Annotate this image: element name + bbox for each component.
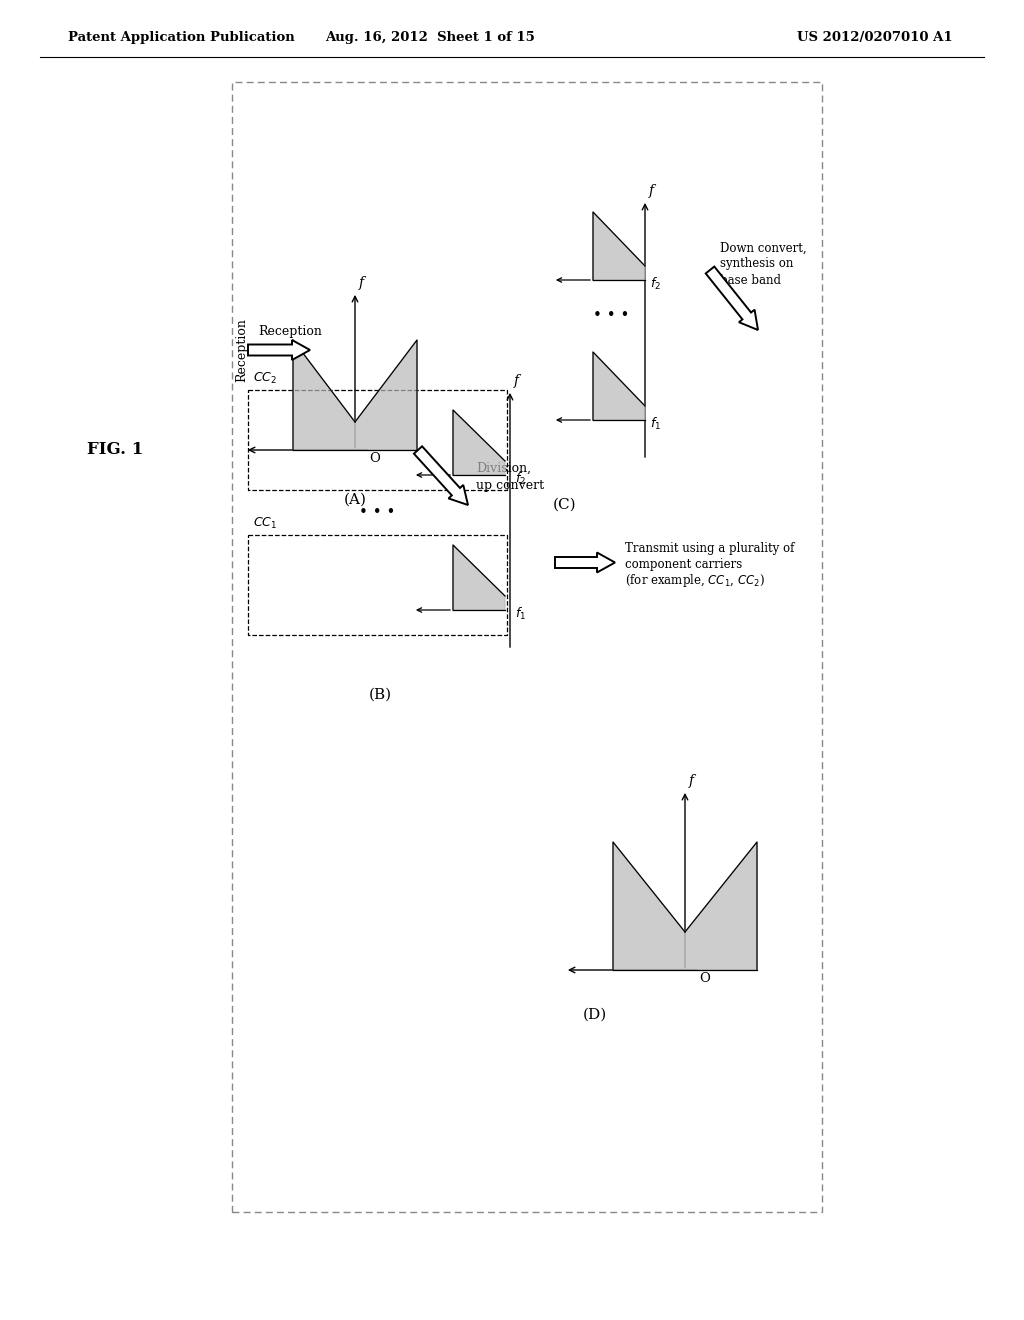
Text: • • •: • • • — [593, 309, 629, 323]
Polygon shape — [706, 267, 758, 330]
Polygon shape — [293, 341, 355, 450]
Text: (for example, $CC_1$, $CC_2$): (for example, $CC_1$, $CC_2$) — [625, 572, 765, 589]
Bar — [232, 82, 822, 1212]
Text: $CC_2$: $CC_2$ — [253, 371, 278, 385]
Text: Aug. 16, 2012  Sheet 1 of 15: Aug. 16, 2012 Sheet 1 of 15 — [325, 32, 535, 45]
Polygon shape — [593, 352, 645, 420]
Text: (C): (C) — [553, 498, 577, 512]
Polygon shape — [248, 341, 310, 360]
Text: up convert: up convert — [476, 479, 544, 491]
Text: (B): (B) — [369, 688, 391, 702]
Polygon shape — [613, 842, 685, 970]
Text: O: O — [699, 972, 711, 985]
Text: f: f — [514, 374, 519, 388]
Text: (D): (D) — [583, 1008, 607, 1022]
Text: US 2012/0207010 A1: US 2012/0207010 A1 — [798, 32, 952, 45]
Text: $f_2$: $f_2$ — [650, 276, 662, 292]
Text: component carriers: component carriers — [625, 558, 742, 572]
Text: Down convert,: Down convert, — [720, 242, 807, 255]
Text: (A): (A) — [343, 492, 367, 507]
Polygon shape — [453, 545, 505, 610]
Text: O: O — [370, 451, 381, 465]
Text: f: f — [649, 183, 654, 198]
Text: Patent Application Publication: Patent Application Publication — [68, 32, 295, 45]
Text: $f_1$: $f_1$ — [650, 416, 662, 432]
Text: synthesis on: synthesis on — [720, 257, 794, 271]
Polygon shape — [355, 341, 417, 450]
Text: f: f — [359, 276, 365, 290]
Text: f: f — [689, 774, 694, 788]
Text: • • •: • • • — [359, 506, 395, 520]
Text: $f_2$: $f_2$ — [515, 471, 526, 487]
Polygon shape — [685, 842, 757, 970]
Text: Transmit using a plurality of: Transmit using a plurality of — [625, 543, 795, 554]
Polygon shape — [593, 213, 645, 280]
Text: Division,: Division, — [476, 462, 531, 474]
Text: Reception: Reception — [258, 326, 322, 338]
Text: $f_1$: $f_1$ — [515, 606, 526, 622]
Polygon shape — [414, 446, 468, 506]
Polygon shape — [555, 553, 615, 573]
Text: Reception: Reception — [236, 318, 249, 381]
Text: base band: base band — [720, 273, 781, 286]
Polygon shape — [453, 411, 505, 475]
Text: FIG. 1: FIG. 1 — [87, 441, 143, 458]
Text: $CC_1$: $CC_1$ — [253, 515, 278, 531]
